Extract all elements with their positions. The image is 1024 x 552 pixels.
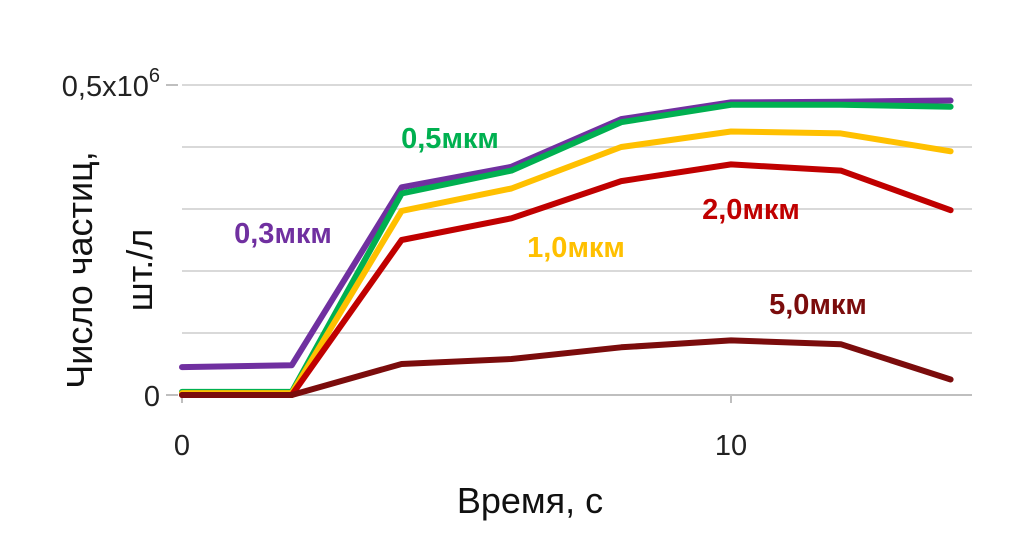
axis-layer: 0 10 0 0,5x106	[62, 65, 972, 462]
x-axis-title: Время, с	[457, 480, 603, 521]
y-axis-title: Число частиц, шт./л	[59, 151, 160, 389]
series-label-1: 0,5мкм	[401, 123, 499, 155]
series-label-3: 2,0мкм	[702, 194, 800, 226]
x-tick-label-1: 10	[715, 430, 747, 462]
grid-layer	[182, 84, 972, 334]
series-line-4	[179, 337, 954, 398]
y-tick-label-1: 0,5x106	[62, 65, 160, 103]
x-tick-label-0: 0	[174, 430, 190, 462]
series-layer	[179, 97, 954, 398]
label-layer: 0,3мкм 0,5мкм 1,0мкм 2,0мкм 5,0мкм	[234, 123, 867, 321]
y-tick-exponent: 6	[149, 65, 160, 87]
series-label-0: 0,3мкм	[234, 218, 332, 250]
series-line-3	[179, 161, 954, 398]
series-line-2	[179, 128, 954, 397]
y-axis-title-line2: шт./л	[119, 229, 160, 311]
y-tick-label-0: 0	[144, 381, 160, 413]
series-label-2: 1,0мкм	[527, 232, 625, 264]
y-axis-title-line1: Число частиц,	[59, 151, 100, 389]
series-label-4: 5,0мкм	[769, 289, 867, 321]
